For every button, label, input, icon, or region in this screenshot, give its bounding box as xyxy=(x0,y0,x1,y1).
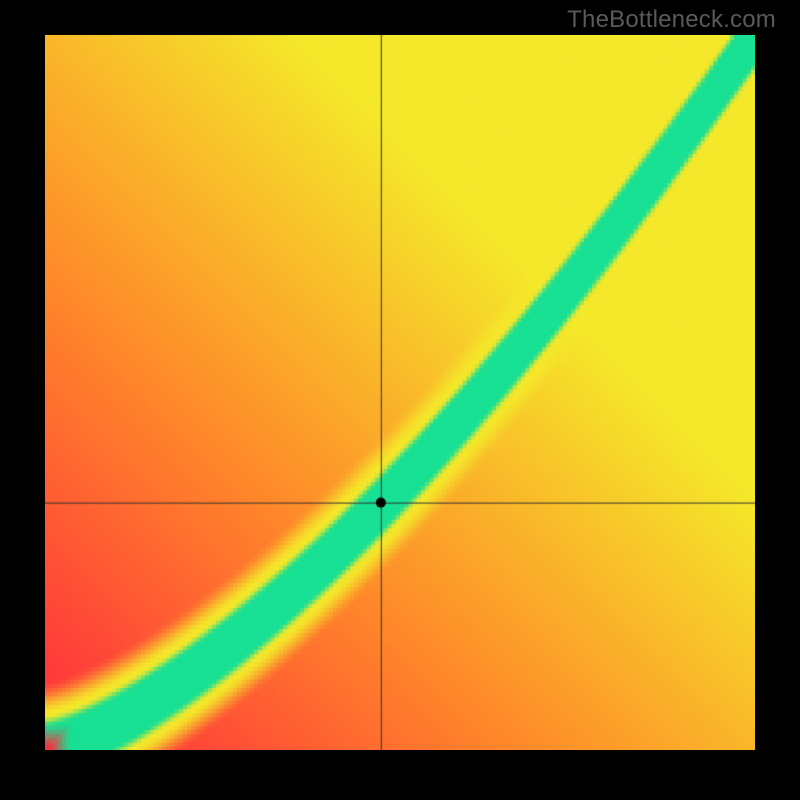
watermark-text: TheBottleneck.com xyxy=(567,6,776,34)
bottleneck-heatmap xyxy=(45,35,755,750)
chart-container: TheBottleneck.com xyxy=(0,0,800,800)
